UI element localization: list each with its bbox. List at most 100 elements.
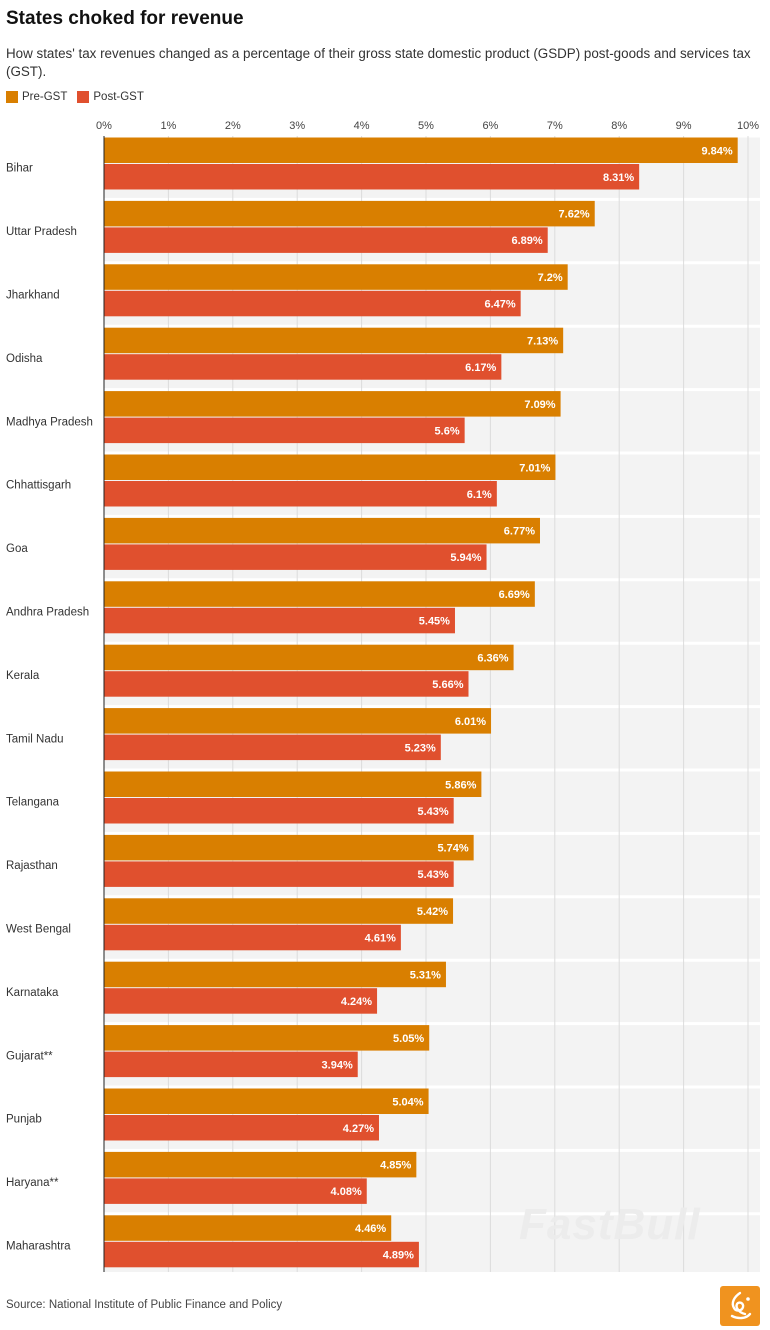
data-label: 5.23% bbox=[405, 742, 436, 754]
bar-pre-gst bbox=[104, 137, 738, 163]
x-tick-label: 10% bbox=[737, 120, 759, 132]
x-tick-label: 0% bbox=[96, 120, 112, 132]
data-label: 5.66% bbox=[432, 679, 463, 691]
bar-pre-gst bbox=[104, 834, 474, 861]
legend-label-post-gst: Post-GST bbox=[93, 91, 144, 103]
legend-item-pre-gst: Pre-GST bbox=[6, 91, 67, 103]
data-label: 5.6% bbox=[435, 425, 460, 437]
data-label: 7.2% bbox=[538, 272, 563, 284]
legend-item-post-gst: Post-GST bbox=[77, 91, 144, 103]
bar-post-gst bbox=[104, 354, 502, 380]
category-label: West Bengal bbox=[6, 924, 71, 936]
category-label: Punjab bbox=[6, 1114, 42, 1126]
bar-pre-gst bbox=[104, 581, 535, 607]
data-label: 7.09% bbox=[524, 399, 555, 411]
data-label: 4.08% bbox=[331, 1186, 362, 1198]
data-label: 5.42% bbox=[417, 906, 448, 918]
bar-pre-gst bbox=[104, 961, 446, 988]
data-label: 7.62% bbox=[559, 209, 590, 221]
category-label: Uttar Pradesh bbox=[6, 226, 77, 238]
data-label: 6.36% bbox=[477, 652, 508, 664]
bar-post-gst bbox=[104, 1115, 379, 1141]
category-label: Odisha bbox=[6, 353, 43, 365]
legend: Pre-GST Post-GST bbox=[6, 91, 144, 103]
bar-post-gst bbox=[104, 861, 454, 887]
data-label: 6.69% bbox=[499, 589, 530, 601]
legend-label-pre-gst: Pre-GST bbox=[22, 91, 68, 103]
bar-post-gst bbox=[104, 227, 548, 253]
bar-pre-gst bbox=[104, 391, 561, 417]
category-label: Bihar bbox=[6, 163, 33, 175]
data-label: 6.01% bbox=[455, 716, 486, 728]
data-label: 6.89% bbox=[512, 235, 543, 247]
bar-post-gst bbox=[104, 1178, 367, 1204]
data-label: 6.1% bbox=[467, 489, 492, 501]
bar-post-gst bbox=[104, 290, 521, 317]
bar-pre-gst bbox=[104, 517, 540, 544]
chart-title: States choked for revenue bbox=[6, 8, 244, 29]
bar-post-gst bbox=[104, 798, 454, 824]
x-tick-label: 6% bbox=[482, 120, 498, 132]
data-label: 5.31% bbox=[410, 969, 441, 981]
category-label: Chhattisgarh bbox=[6, 480, 71, 492]
bar-pre-gst bbox=[104, 264, 568, 290]
category-label: Rajasthan bbox=[6, 860, 58, 872]
data-label: 7.01% bbox=[519, 462, 550, 474]
bar-post-gst bbox=[104, 671, 469, 697]
bar-chart: 0% 1% 2% 3% 4% 5% 6% 7% 8% 9% 10% Bihar 9.84% 8.31% Ut… bbox=[6, 120, 760, 1272]
bar-pre-gst bbox=[104, 644, 514, 671]
bar-post-gst bbox=[104, 1051, 358, 1078]
data-label: 5.45% bbox=[419, 616, 450, 628]
data-label: 8.31% bbox=[603, 172, 634, 184]
data-label: 5.43% bbox=[417, 869, 448, 881]
category-label: Goa bbox=[6, 543, 28, 555]
bar-pre-gst bbox=[104, 771, 482, 797]
bar-pre-gst bbox=[104, 454, 556, 480]
bar-post-gst bbox=[104, 607, 455, 634]
chart-subtitle: How states' tax revenues changed as a pe… bbox=[6, 46, 751, 79]
data-label: 6.77% bbox=[504, 526, 535, 538]
category-label: Haryana** bbox=[6, 1177, 59, 1189]
data-label: 4.85% bbox=[380, 1160, 411, 1172]
data-label: 4.46% bbox=[355, 1223, 386, 1235]
category-label: Gujarat** bbox=[6, 1050, 53, 1062]
category-label: Tamil Nadu bbox=[6, 733, 64, 745]
bar-pre-gst bbox=[104, 708, 492, 734]
x-tick-label: 9% bbox=[676, 120, 692, 132]
bar-pre-gst bbox=[104, 1151, 417, 1178]
x-tick-label: 4% bbox=[354, 120, 370, 132]
data-label: 6.47% bbox=[484, 299, 515, 311]
data-label: 5.94% bbox=[450, 552, 481, 564]
x-tick-label: 2% bbox=[225, 120, 241, 132]
data-label: 5.74% bbox=[437, 843, 468, 855]
bar-pre-gst bbox=[104, 898, 454, 924]
data-label: 3.94% bbox=[322, 1059, 353, 1071]
data-label: 6.17% bbox=[465, 362, 496, 374]
data-label: 5.04% bbox=[392, 1096, 423, 1108]
category-label: Maharashtra bbox=[6, 1241, 71, 1253]
category-label: Kerala bbox=[6, 670, 40, 682]
data-label: 4.61% bbox=[365, 933, 396, 945]
x-tick-label: 8% bbox=[611, 120, 627, 132]
bar-pre-gst bbox=[104, 327, 564, 354]
category-label: Madhya Pradesh bbox=[6, 416, 93, 428]
x-tick-label: 5% bbox=[418, 120, 434, 132]
data-label: 5.05% bbox=[393, 1033, 424, 1045]
watermark: FastBull bbox=[519, 1200, 701, 1249]
data-label: 5.86% bbox=[445, 779, 476, 791]
x-tick-label: 7% bbox=[547, 120, 563, 132]
category-label: Karnataka bbox=[6, 987, 59, 999]
bar-post-gst bbox=[104, 924, 401, 951]
bar-post-gst bbox=[104, 734, 441, 761]
bar-pre-gst bbox=[104, 200, 595, 227]
bar-post-gst bbox=[104, 1241, 419, 1268]
bar-post-gst bbox=[104, 988, 378, 1014]
bar-post-gst bbox=[104, 481, 497, 507]
data-label: 4.27% bbox=[343, 1123, 374, 1135]
publisher-logo bbox=[720, 1286, 760, 1326]
data-label: 9.84% bbox=[701, 145, 732, 157]
data-label: 7.13% bbox=[527, 335, 558, 347]
category-label: Jharkhand bbox=[6, 290, 60, 302]
x-tick-label: 1% bbox=[160, 120, 176, 132]
data-label: 5.43% bbox=[417, 806, 448, 818]
